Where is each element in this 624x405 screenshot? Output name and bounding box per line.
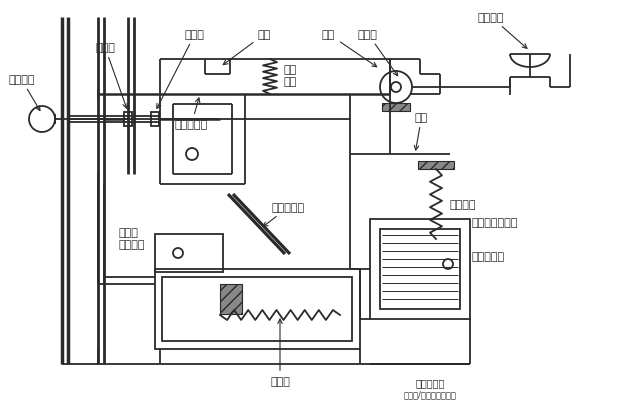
Bar [124,113,132,127]
Bar [155,234,223,272]
Text: 欠压脱扣器衔铁: 欠压脱扣器衔铁 [472,217,519,228]
Text: 电磁脱扣器: 电磁脱扣器 [175,99,208,130]
Text: 热双金属片: 热双金属片 [263,202,305,227]
Bar [151,113,159,127]
Bar [155,269,360,349]
Text: 静触点: 静触点 [157,30,205,109]
Text: 动触点: 动触点 [95,43,127,109]
Text: 头条号/老马收藏单片机: 头条号/老马收藏单片机 [404,389,456,398]
Bar [380,230,460,309]
Text: 杠杆: 杠杆 [414,113,428,151]
Bar [220,284,242,314]
Bar [382,104,410,112]
Text: 拉力弹簧: 拉力弹簧 [450,200,477,209]
Text: 转轴座: 转轴座 [358,30,397,77]
Text: 欠压脱扣器: 欠压脱扣器 [472,252,505,261]
Bar [370,220,470,319]
Bar [162,277,352,341]
Text: 压力
弹簧: 压力 弹簧 [284,65,297,86]
Text: 热元件: 热元件 [270,319,290,386]
Text: 水电工论坛: 水电工论坛 [416,377,445,387]
Bar [418,162,454,170]
Text: 停止按钮: 停止按钮 [478,13,527,49]
Text: 接通按钮: 接通按钮 [8,75,40,111]
Text: 锁扣: 锁扣 [223,30,271,66]
Text: 搭钩: 搭钩 [322,30,377,68]
Text: 电磁脱
扣器衔铁: 电磁脱 扣器衔铁 [118,228,145,249]
